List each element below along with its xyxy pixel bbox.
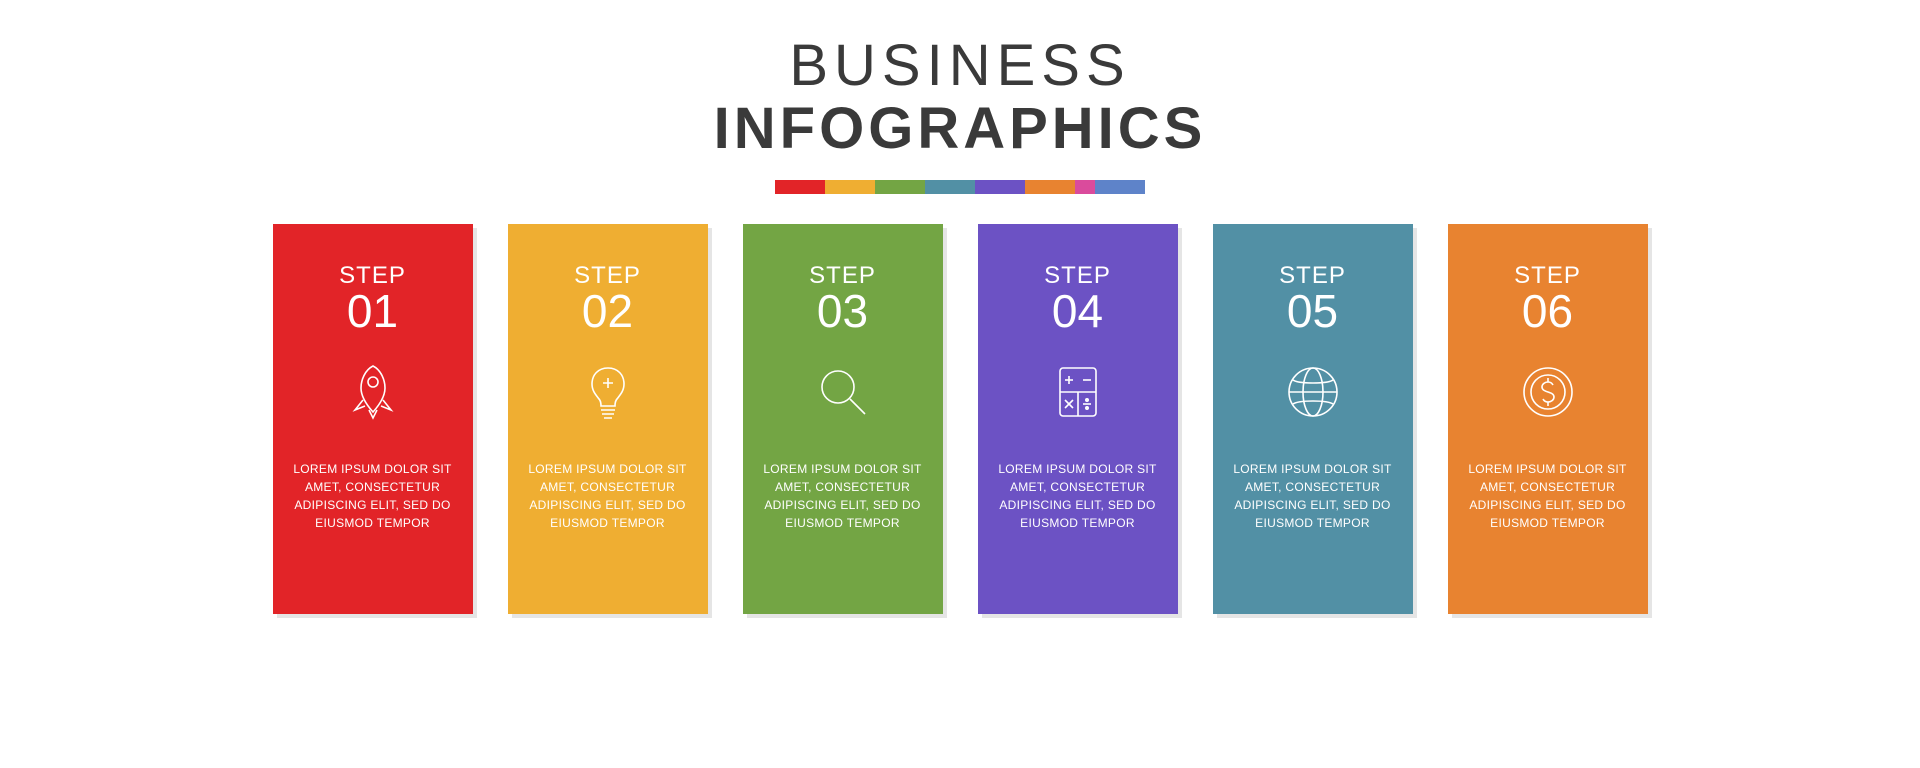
lightbulb-icon bbox=[526, 352, 690, 432]
coin-icon bbox=[1466, 352, 1630, 432]
step-number: 02 bbox=[526, 288, 690, 334]
step-number: 03 bbox=[761, 288, 925, 334]
color-strip bbox=[714, 180, 1207, 194]
calculator-icon bbox=[996, 352, 1160, 432]
step-description: LOREM IPSUM DOLOR SIT AMET, CONSECTETUR … bbox=[291, 460, 455, 532]
magnifier-icon bbox=[761, 352, 925, 432]
cards-row: STEP01LOREM IPSUM DOLOR SIT AMET, CONSEC… bbox=[273, 224, 1648, 614]
step-description: LOREM IPSUM DOLOR SIT AMET, CONSECTETUR … bbox=[996, 460, 1160, 532]
step-description: LOREM IPSUM DOLOR SIT AMET, CONSECTETUR … bbox=[526, 460, 690, 532]
color-strip-segment bbox=[825, 180, 875, 194]
step-card-01: STEP01LOREM IPSUM DOLOR SIT AMET, CONSEC… bbox=[273, 224, 473, 614]
color-strip-segment bbox=[975, 180, 1025, 194]
rocket-icon bbox=[291, 352, 455, 432]
step-card-06: STEP06LOREM IPSUM DOLOR SIT AMET, CONSEC… bbox=[1448, 224, 1648, 614]
header: BUSINESS INFOGRAPHICS bbox=[714, 32, 1207, 194]
title-line-1: BUSINESS bbox=[714, 32, 1207, 99]
step-number: 05 bbox=[1231, 288, 1395, 334]
step-description: LOREM IPSUM DOLOR SIT AMET, CONSECTETUR … bbox=[761, 460, 925, 532]
step-number: 01 bbox=[291, 288, 455, 334]
title-line-2: INFOGRAPHICS bbox=[714, 95, 1207, 162]
color-strip-segment bbox=[775, 180, 825, 194]
step-description: LOREM IPSUM DOLOR SIT AMET, CONSECTETUR … bbox=[1466, 460, 1630, 532]
step-number: 06 bbox=[1466, 288, 1630, 334]
step-card-03: STEP03LOREM IPSUM DOLOR SIT AMET, CONSEC… bbox=[743, 224, 943, 614]
globe-icon bbox=[1231, 352, 1395, 432]
step-number: 04 bbox=[996, 288, 1160, 334]
color-strip-segment bbox=[875, 180, 925, 194]
color-strip-segment bbox=[1025, 180, 1075, 194]
step-description: LOREM IPSUM DOLOR SIT AMET, CONSECTETUR … bbox=[1231, 460, 1395, 532]
step-card-02: STEP02LOREM IPSUM DOLOR SIT AMET, CONSEC… bbox=[508, 224, 708, 614]
color-strip-segment bbox=[925, 180, 975, 194]
step-card-04: STEP04LOREM IPSUM DOLOR SIT AMET, CONSEC… bbox=[978, 224, 1178, 614]
color-strip-segment bbox=[1095, 180, 1145, 194]
step-card-05: STEP05LOREM IPSUM DOLOR SIT AMET, CONSEC… bbox=[1213, 224, 1413, 614]
color-strip-segment bbox=[1075, 180, 1095, 194]
